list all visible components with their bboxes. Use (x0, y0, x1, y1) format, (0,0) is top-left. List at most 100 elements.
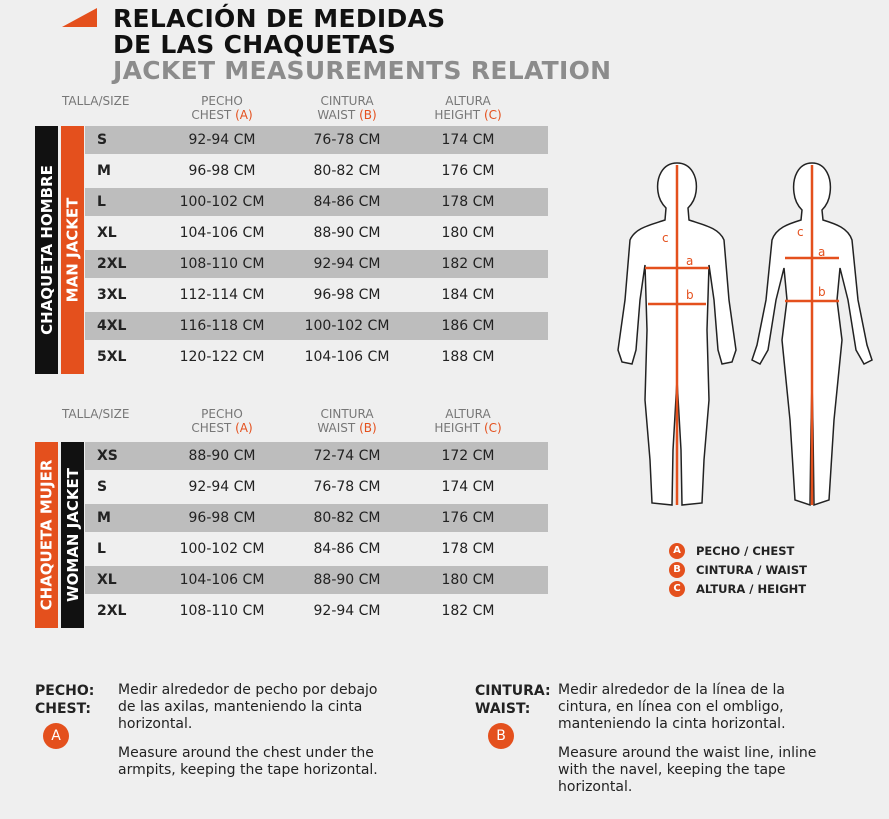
column-letter: (C) (483, 421, 502, 435)
label-text: MAN JACKET (63, 197, 82, 303)
table-row (85, 442, 548, 470)
table-cell: 96-98 CM (313, 287, 381, 303)
column-header: ALTURA (445, 407, 491, 421)
table-cell: 116-118 CM (179, 318, 265, 334)
note-badge: B (488, 723, 514, 749)
column-header: CINTURA (320, 407, 374, 421)
size-cell: S (97, 132, 108, 148)
table-cell: 174 CM (441, 132, 495, 148)
size-cell: XL (97, 572, 117, 588)
column-header: PECHO (201, 407, 243, 421)
column-header-en: WAIST (317, 421, 356, 435)
column-letter: (B) (359, 421, 377, 435)
table-cell: 100-102 CM (179, 194, 265, 210)
column-header-en: WAIST (317, 108, 356, 122)
table-cell: 182 CM (441, 603, 495, 619)
column-header-en: HEIGHT (434, 421, 481, 435)
fig-label: c (662, 231, 669, 245)
legend-badge: A (669, 543, 685, 559)
note-badge: A (43, 723, 69, 749)
column-header: HEIGHT (C) (408, 108, 528, 122)
column-header-en: HEIGHT (434, 108, 481, 122)
column-letter: (A) (235, 108, 253, 122)
legend-text: PECHO / CHEST (696, 544, 795, 558)
column-header: WAIST (B) (287, 421, 407, 435)
table-cell: 92-94 CM (188, 132, 256, 148)
fig-label: a (686, 254, 693, 268)
legend-text: ALTURA / HEIGHT (696, 582, 807, 596)
size-cell: S (97, 479, 108, 495)
table-label: CHAQUETA MUJER (35, 442, 58, 628)
column-header: ALTURA (445, 94, 491, 108)
table-cell: 72-74 CM (313, 448, 381, 464)
table-cell: 188 CM (441, 349, 495, 365)
table-cell: 88-90 CM (188, 448, 256, 464)
table-cell: 84-86 CM (313, 541, 381, 557)
note-term: CINTURA: (475, 683, 551, 699)
table-cell: 104-106 CM (179, 572, 265, 588)
table-cell: 92-94 CM (313, 256, 381, 272)
title: RELACIÓN DE MEDIDAS (113, 4, 446, 33)
label-text: WOMAN JACKET (63, 468, 82, 602)
size-cell: 2XL (97, 256, 127, 272)
table-label: MAN JACKET (61, 126, 84, 374)
legend-badge: C (669, 581, 685, 597)
table-cell: 178 CM (441, 194, 495, 210)
table-cell: 180 CM (441, 572, 495, 588)
legend-text: CINTURA / WAIST (696, 563, 807, 577)
size-cell: 5XL (97, 349, 127, 365)
table-cell: 100-102 CM (179, 541, 265, 557)
table-row (85, 312, 548, 340)
fig-label: b (818, 285, 826, 299)
table-cell: 186 CM (441, 318, 495, 334)
table-cell: 120-122 CM (179, 349, 265, 365)
table-cell: 176 CM (441, 163, 495, 179)
column-letter: (B) (359, 108, 377, 122)
table-cell: 96-98 CM (188, 510, 256, 526)
column-header: CINTURA (320, 94, 374, 108)
fig-label: c (797, 225, 804, 239)
note-term: WAIST: (475, 701, 531, 717)
size-header: TALLA/SIZE (62, 94, 130, 108)
table-cell: 182 CM (441, 256, 495, 272)
fig-label: a (818, 245, 825, 259)
size-cell: L (97, 194, 106, 210)
size-cell: L (97, 541, 106, 557)
column-header: HEIGHT (C) (408, 421, 528, 435)
size-cell: XL (97, 225, 117, 241)
table-cell: 88-90 CM (313, 572, 381, 588)
size-header: TALLA/SIZE (62, 407, 130, 421)
note-text: Measure around the chest under the armpi… (118, 745, 378, 778)
title: DE LAS CHAQUETAS (113, 30, 397, 59)
table-cell: 76-78 CM (313, 479, 381, 495)
table-row (85, 126, 548, 154)
table-cell: 88-90 CM (313, 225, 381, 241)
table-row (85, 250, 548, 278)
title-mark (62, 8, 97, 27)
table-cell: 178 CM (441, 541, 495, 557)
table-label: CHAQUETA HOMBRE (35, 126, 58, 374)
column-header: PECHO (201, 94, 243, 108)
table-cell: 108-110 CM (179, 603, 265, 619)
table-cell: 104-106 CM (304, 349, 390, 365)
label-text: CHAQUETA HOMBRE (37, 165, 56, 335)
size-cell: 3XL (97, 287, 127, 303)
table-row (85, 566, 548, 594)
table-cell: 108-110 CM (179, 256, 265, 272)
table-cell: 80-82 CM (313, 163, 381, 179)
column-header: CHEST (A) (162, 421, 282, 435)
table-label: WOMAN JACKET (61, 442, 84, 628)
note-text: Measure around the waist line, inline wi… (558, 745, 817, 795)
subtitle: JACKET MEASUREMENTS RELATION (113, 56, 612, 85)
table-cell: 92-94 CM (188, 479, 256, 495)
note-text: Medir alrededor de pecho por debajo de l… (118, 682, 378, 732)
table-cell: 112-114 CM (179, 287, 265, 303)
table-cell: 172 CM (441, 448, 495, 464)
table-cell: 84-86 CM (313, 194, 381, 210)
label-text: CHAQUETA MUJER (37, 459, 56, 611)
column-header: CHEST (A) (162, 108, 282, 122)
table-cell: 92-94 CM (313, 603, 381, 619)
table-cell: 176 CM (441, 510, 495, 526)
table-cell: 104-106 CM (179, 225, 265, 241)
